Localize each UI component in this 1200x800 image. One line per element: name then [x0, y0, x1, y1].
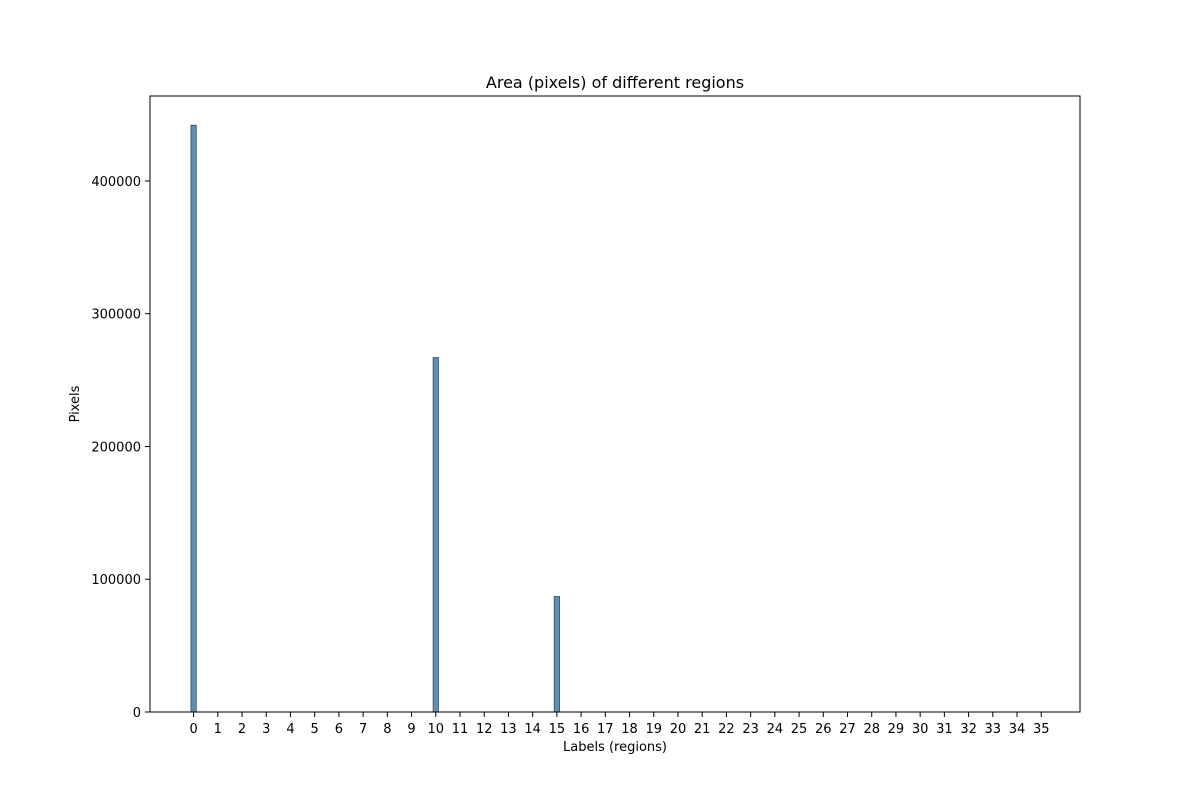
x-tick-label: 3: [262, 722, 270, 737]
y-tick-label: 0: [133, 706, 141, 721]
x-tick-label: 15: [549, 722, 566, 737]
chart-title: Area (pixels) of different regions: [486, 73, 744, 92]
x-tick-label: 0: [189, 722, 197, 737]
x-tick-label: 10: [428, 722, 445, 737]
bar-10: [432, 357, 439, 713]
x-tick-label: 18: [621, 722, 638, 737]
x-tick-label: 27: [839, 722, 856, 737]
x-tick-label: 16: [573, 722, 590, 737]
x-tick-label: 23: [742, 722, 759, 737]
x-tick-label: 17: [597, 722, 614, 737]
y-axis-label: Pixels: [68, 385, 83, 422]
x-tick-label: 9: [407, 722, 415, 737]
x-tick-label: 2: [238, 722, 246, 737]
x-tick-label: 30: [912, 722, 929, 737]
y-tick-label: 100000: [91, 573, 141, 588]
x-tick-label: 12: [476, 722, 493, 737]
x-axis-ticks: 0 1 2 3 4 5 6 7 8 9 10 11 12 13 14 15 16 17 18 19 20 21 22 23 24…: [189, 712, 1050, 737]
plot-area-frame: [149, 95, 1081, 713]
bar-series: [190, 124, 560, 713]
y-tick-label: 200000: [91, 440, 141, 455]
x-tick-label: 13: [500, 722, 517, 737]
x-tick-label: 11: [452, 722, 469, 737]
x-tick-label: 29: [888, 722, 905, 737]
x-tick-label: 35: [1033, 722, 1050, 737]
x-tick-label: 31: [936, 722, 953, 737]
x-tick-label: 32: [960, 722, 977, 737]
x-tick-label: 26: [815, 722, 832, 737]
x-tick-label: 25: [791, 722, 808, 737]
x-tick-label: 33: [985, 722, 1002, 737]
x-tick-label: 6: [335, 722, 343, 737]
bar-0: [190, 124, 197, 713]
y-tick-label: 300000: [91, 308, 141, 323]
y-tick-label: 400000: [91, 175, 141, 190]
x-axis-label: Labels (regions): [563, 740, 667, 755]
x-tick-label: 5: [311, 722, 319, 737]
x-tick-label: 7: [359, 722, 367, 737]
bar-15: [553, 596, 560, 713]
x-tick-label: 22: [718, 722, 735, 737]
x-tick-label: 34: [1009, 722, 1026, 737]
y-axis-ticks: 0 100000 200000 300000 400000: [91, 175, 150, 721]
x-tick-label: 8: [383, 722, 391, 737]
x-tick-label: 14: [524, 722, 541, 737]
x-tick-label: 24: [767, 722, 784, 737]
x-tick-label: 4: [286, 722, 294, 737]
x-tick-label: 19: [645, 722, 662, 737]
x-tick-label: 20: [670, 722, 687, 737]
x-tick-label: 21: [694, 722, 711, 737]
x-tick-label: 28: [863, 722, 880, 737]
x-tick-label: 1: [214, 722, 222, 737]
